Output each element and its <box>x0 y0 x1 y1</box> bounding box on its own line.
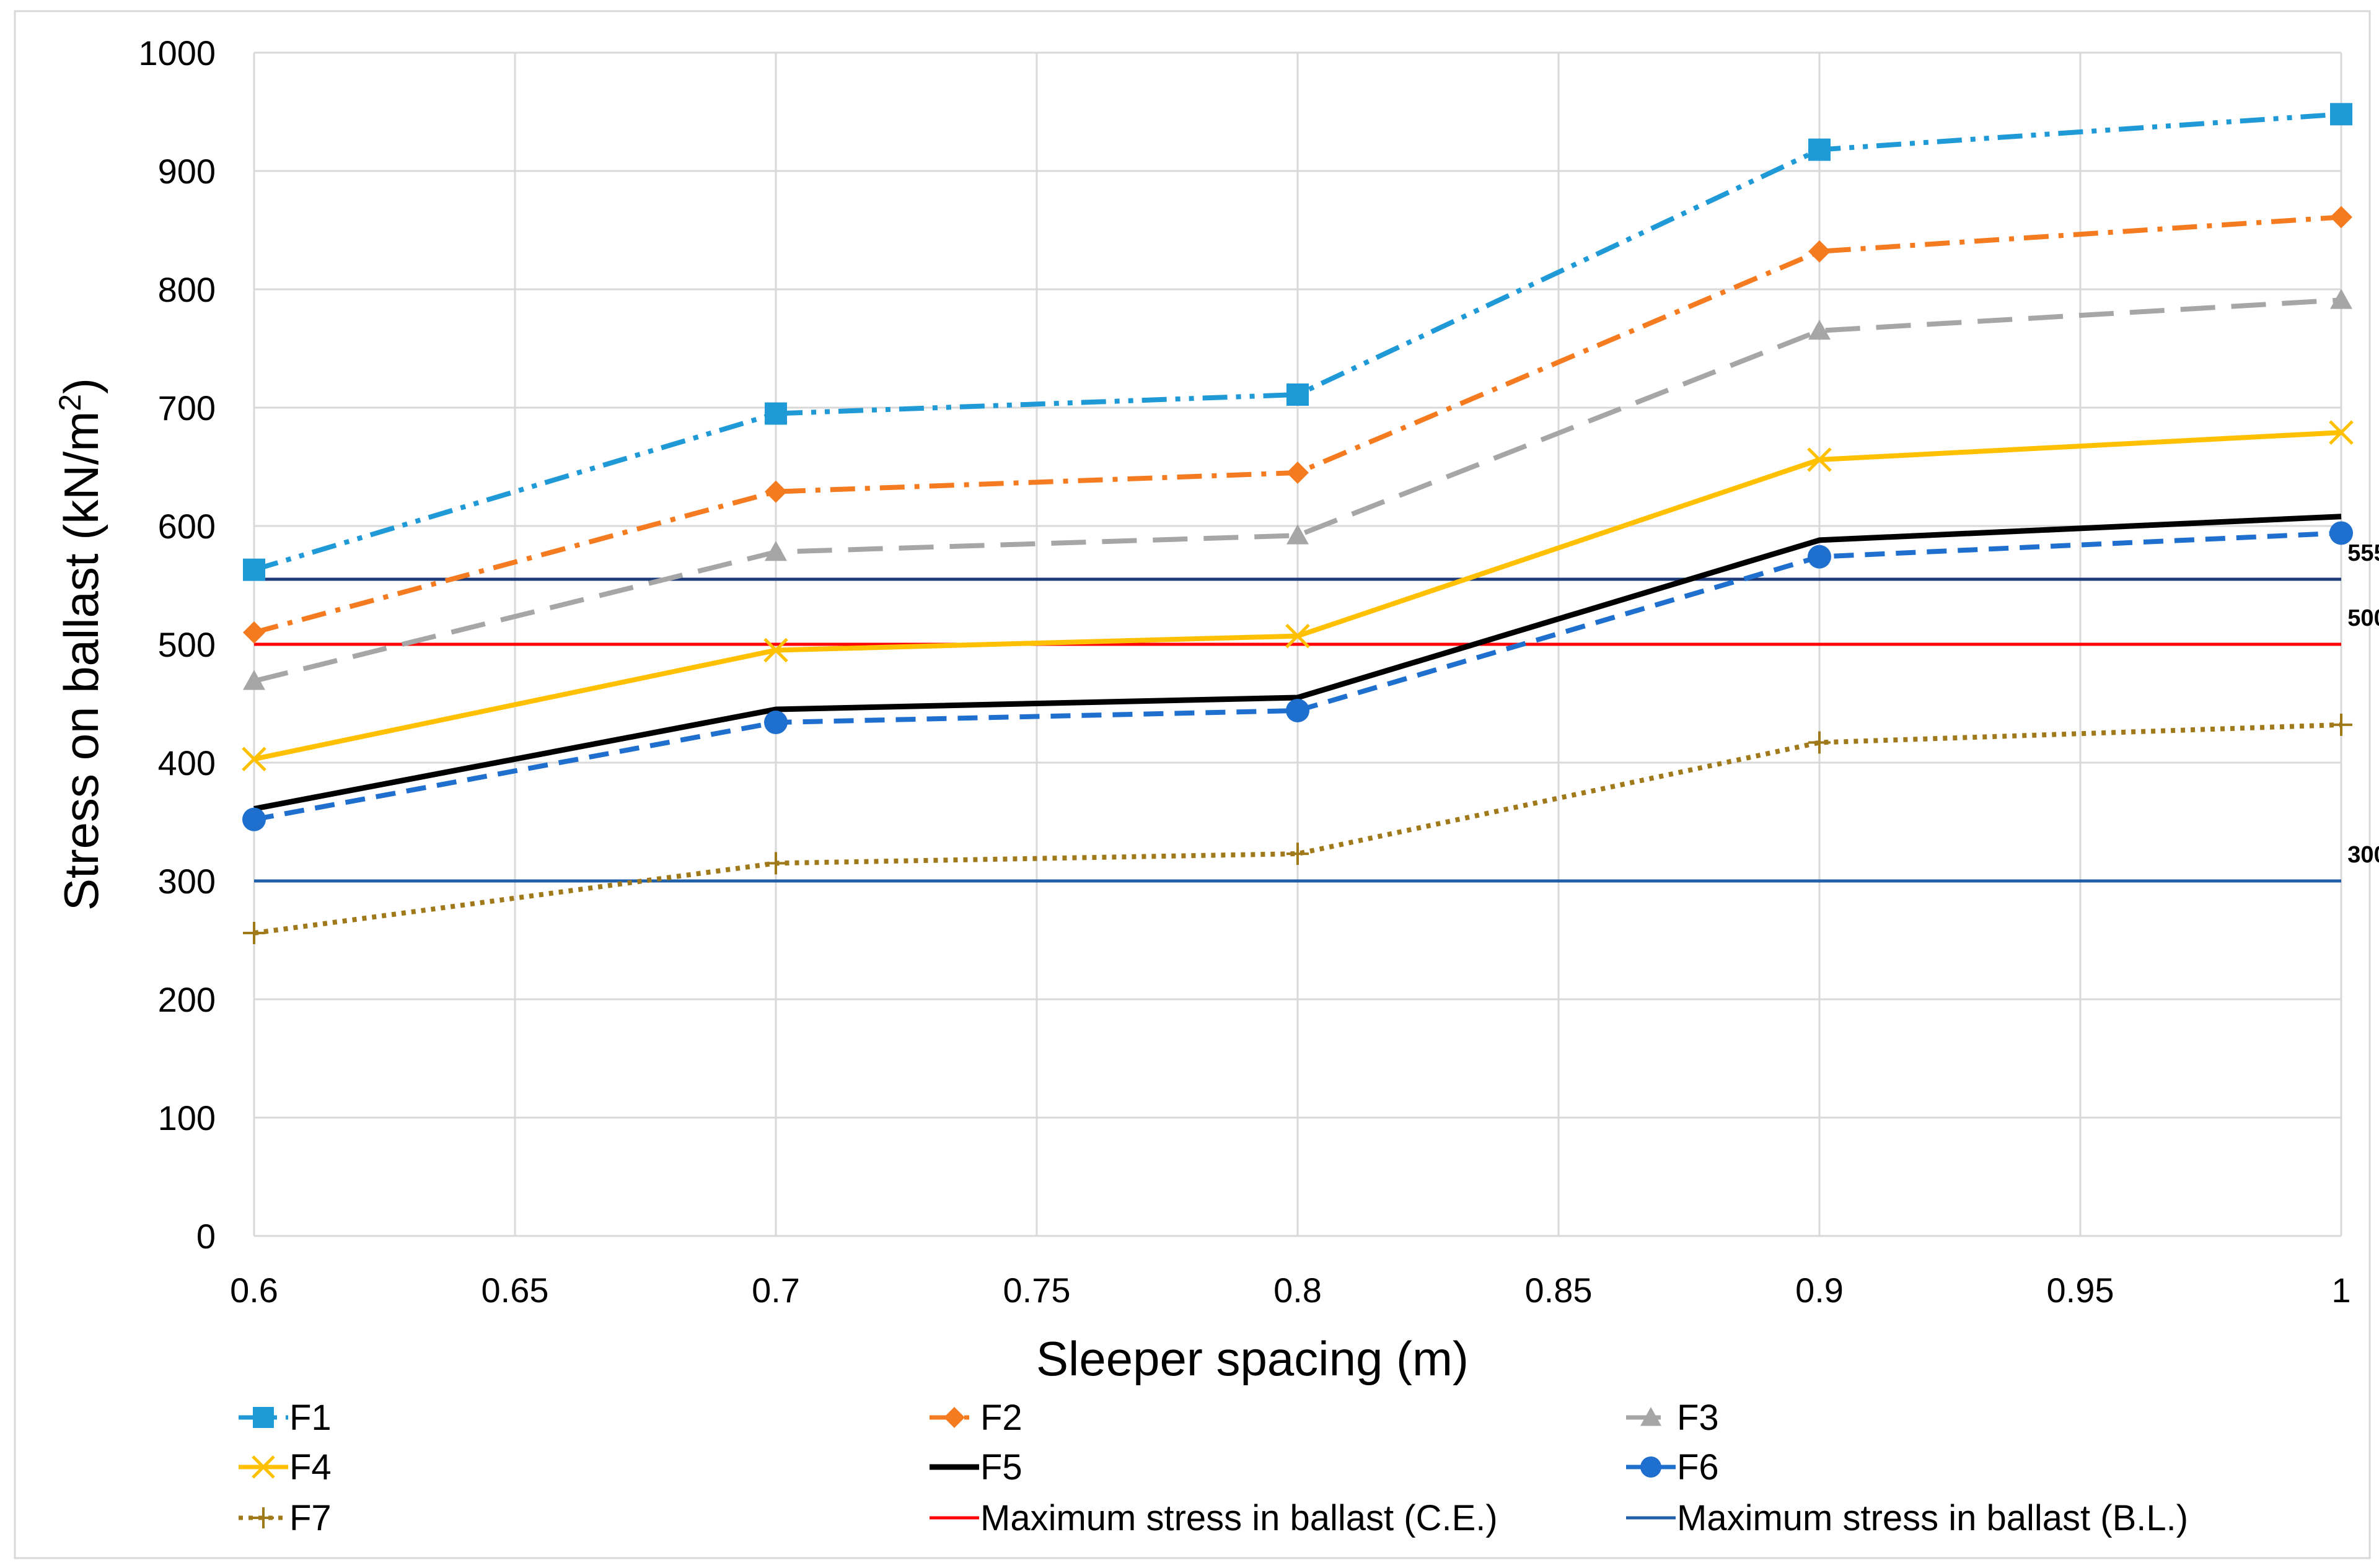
x-tick-label: 0.75 <box>1003 1271 1071 1310</box>
x-tick-label: 0.8 <box>1273 1271 1322 1310</box>
plot-area-frame <box>14 10 2371 1559</box>
series-f6 <box>242 521 2353 831</box>
y-axis-title-main: Stress on ballast (kN/m <box>54 411 108 911</box>
x-tick-label: 0.85 <box>1525 1271 1593 1310</box>
legend-label: F2 <box>980 1398 1022 1438</box>
legend-label: F3 <box>1677 1398 1719 1438</box>
legend-swatch-marker <box>1640 1456 1661 1478</box>
legend-swatch-marker <box>253 1507 274 1528</box>
data-point <box>2330 289 2352 309</box>
data-point <box>2329 521 2353 545</box>
legend-label: Maximum stress in ballast (B.L.) <box>1677 1498 2188 1538</box>
series-f5 <box>253 514 2342 812</box>
data-point <box>242 807 266 831</box>
y-tick-label: 700 <box>158 388 216 427</box>
legend-item-maximum-stress-in-ballast-c-e: Maximum stress in ballast (C.E.) <box>930 1498 1498 1538</box>
legend-label: Maximum stress in ballast (C.E.) <box>980 1498 1498 1538</box>
data-point <box>2330 713 2352 736</box>
legend-label: F7 <box>289 1498 332 1538</box>
y-axis-title-end: ) <box>54 378 108 394</box>
legend-swatch-marker <box>253 1407 274 1428</box>
legend-label: F5 <box>980 1447 1022 1487</box>
data-series <box>242 103 2354 945</box>
data-point <box>243 621 265 644</box>
y-tick-label: 200 <box>158 980 216 1019</box>
legend-item-maximum-stress-in-ballast-b-l: Maximum stress in ballast (B.L.) <box>1626 1498 2188 1538</box>
y-axis-title-superscript: 2 <box>53 394 87 411</box>
data-point <box>1286 462 1309 484</box>
x-tick-label: 0.9 <box>1795 1271 1844 1310</box>
legend-item-f6: F6 <box>1626 1447 1719 1487</box>
legend-swatch-marker <box>252 1455 275 1479</box>
data-point <box>1807 447 1832 472</box>
legend-label: F6 <box>1677 1447 1719 1487</box>
legend-item-f4: F4 <box>239 1447 332 1487</box>
y-tick-label: 100 <box>158 1098 216 1137</box>
legend-swatch-marker <box>944 1407 965 1428</box>
legend-item-f2: F2 <box>930 1398 1022 1438</box>
y-tick-label: 600 <box>158 507 216 546</box>
data-point <box>1808 545 1831 569</box>
series-f3 <box>243 289 2352 690</box>
data-point <box>765 480 787 503</box>
axis-tick-labels: 0 100 200 300 400 500 600 700 800 900 1000 0.6 0.65 0… <box>138 33 2350 1310</box>
data-point <box>243 922 265 945</box>
y-axis-title: Stress on ballast (kN/m2) <box>53 378 108 911</box>
reference-line-label: 500 <box>2347 605 2379 631</box>
series-f4 <box>242 420 2354 772</box>
data-point <box>1286 698 1309 722</box>
reference-line-label: 300 <box>2347 842 2379 868</box>
series-line <box>253 530 2342 822</box>
legend-item-f5: F5 <box>930 1447 1022 1487</box>
x-tick-label: 0.6 <box>230 1271 278 1310</box>
x-tick-label: 0.65 <box>482 1271 549 1310</box>
reference-line-label: 555 <box>2347 540 2379 566</box>
legend-item-f7: F7 <box>239 1498 332 1538</box>
data-point <box>2330 206 2352 229</box>
data-point <box>765 541 787 561</box>
y-tick-label: 400 <box>158 743 216 782</box>
legend-item-f3: F3 <box>1626 1398 1719 1438</box>
legend-label: F1 <box>289 1398 332 1438</box>
series-line <box>253 722 2342 936</box>
data-point <box>1808 319 1831 340</box>
data-point <box>763 637 788 663</box>
data-point <box>242 747 266 772</box>
data-point <box>243 558 265 581</box>
x-tick-label: 1 <box>2331 1271 2350 1310</box>
data-point <box>1808 731 1831 754</box>
data-point <box>1286 383 1309 406</box>
y-tick-label: 800 <box>158 270 216 309</box>
series-f7 <box>243 713 2352 945</box>
series-f1 <box>243 103 2352 581</box>
data-point <box>243 670 265 690</box>
data-point <box>1285 623 1310 649</box>
data-point <box>1808 138 1831 161</box>
series-f2 <box>243 206 2352 644</box>
series-line <box>253 297 2342 684</box>
y-tick-label: 900 <box>158 152 216 191</box>
legend-item-f1: F1 <box>239 1398 332 1438</box>
y-tick-label: 0 <box>196 1217 216 1256</box>
data-point <box>765 852 787 875</box>
series-line <box>253 514 2342 812</box>
data-point <box>2330 103 2352 126</box>
data-point <box>1286 843 1309 865</box>
x-axis-title: Sleeper spacing (m) <box>1036 1331 1469 1386</box>
legend-swatch-marker <box>1640 1407 1661 1426</box>
data-point <box>1286 524 1309 545</box>
y-tick-label: 500 <box>158 625 216 664</box>
y-tick-label: 1000 <box>138 33 216 72</box>
x-tick-label: 0.7 <box>752 1271 800 1310</box>
data-point <box>2329 420 2354 445</box>
data-point <box>764 711 788 735</box>
data-point <box>765 402 787 425</box>
reference-lines: 500 300 555 <box>254 540 2379 883</box>
data-point <box>1808 240 1831 263</box>
legend-label: F4 <box>289 1447 332 1487</box>
y-tick-label: 300 <box>158 862 216 901</box>
legend: F1 F2 F3 F4 F5 F6 F7 Maximum stress in ballast … <box>239 1398 2188 1538</box>
x-tick-label: 0.95 <box>2047 1271 2114 1310</box>
